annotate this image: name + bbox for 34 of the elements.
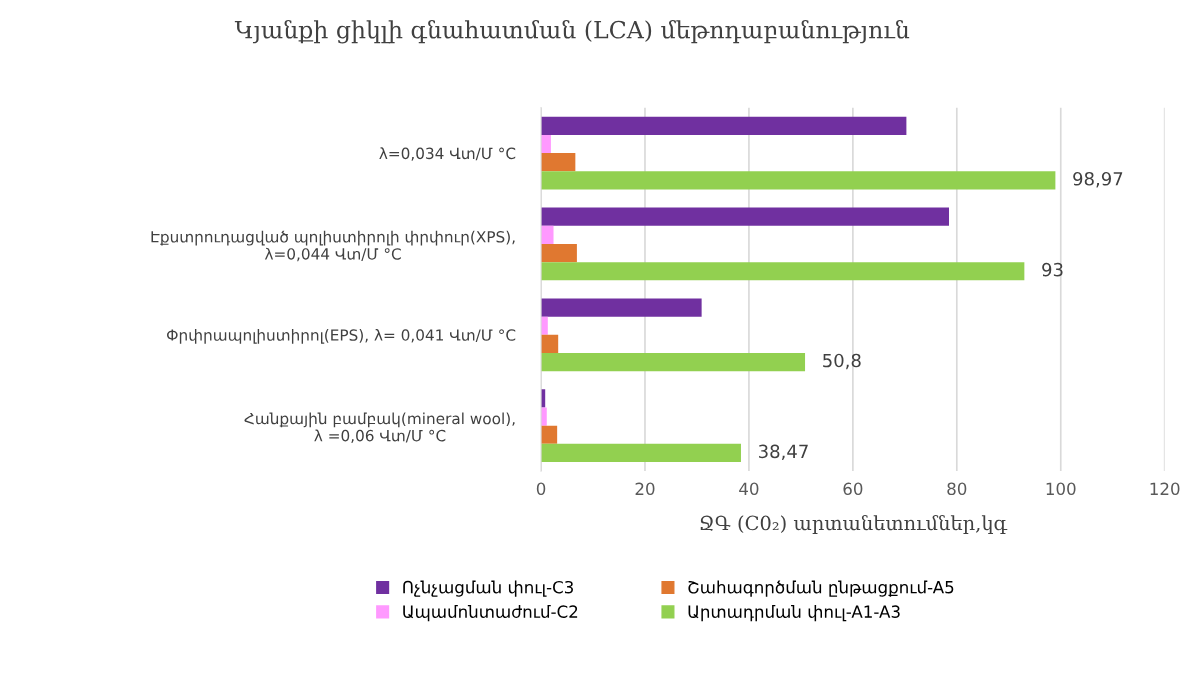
data-label: 93 bbox=[1042, 262, 1063, 277]
x-tick-label: 20 bbox=[635, 482, 655, 496]
bar bbox=[541, 352, 806, 372]
x-tick-label: 0 bbox=[536, 482, 546, 496]
bar bbox=[541, 207, 950, 226]
x-tick-label: 80 bbox=[947, 482, 967, 496]
bar bbox=[541, 171, 1056, 190]
x-tick-label: 40 bbox=[739, 482, 759, 496]
bar bbox=[541, 153, 576, 172]
y-tick-label: Փրփրապոլիստիրոլ(EPS), λ= 0,041 Վտ/Մ °C bbox=[167, 329, 516, 344]
y-tick-label: Հանքային բամբակ(mineral wool), λ =0,06 Վտ/Մ °C bbox=[244, 412, 515, 443]
y-tick-label: λ=0,034 Վտ/Մ °C bbox=[379, 147, 516, 161]
legend-label: Ոչնչացման փուլ-C3 bbox=[403, 580, 573, 597]
data-label: 38,47 bbox=[759, 444, 808, 461]
legend-label: Ապամոնտաժում-C2 bbox=[403, 605, 578, 622]
y-tick-label: Էքստրուդացված պոլիստիրոլի փրփուր(XPS), λ=0,044 Վտ/Մ °C bbox=[151, 230, 515, 262]
bar bbox=[541, 425, 558, 444]
data-label: 98,97 bbox=[1073, 171, 1123, 188]
data-label: 50,8 bbox=[823, 353, 861, 370]
bar bbox=[541, 134, 551, 154]
bar bbox=[541, 243, 577, 263]
legend-label: Շահագործման ընթացքում-A5 bbox=[688, 580, 954, 597]
x-tick-label: 100 bbox=[1046, 482, 1076, 496]
legend-label: Արտադրման փուլ-A1-A3 bbox=[688, 605, 900, 622]
x-tick-label: 60 bbox=[843, 482, 863, 496]
bar bbox=[541, 225, 554, 244]
bar bbox=[541, 116, 907, 135]
bar bbox=[541, 262, 1025, 281]
bar bbox=[541, 443, 741, 463]
chart-title: Կյանքի ցիկլի գնահատման (LCA) մեթոդաբանություն bbox=[234, 19, 910, 44]
x-tick-label: 120 bbox=[1150, 482, 1180, 496]
bar bbox=[541, 298, 702, 317]
x-axis-title: ՋԳ (C0₂) արտանետումներ,կգ bbox=[700, 515, 1008, 535]
bar bbox=[541, 334, 559, 353]
